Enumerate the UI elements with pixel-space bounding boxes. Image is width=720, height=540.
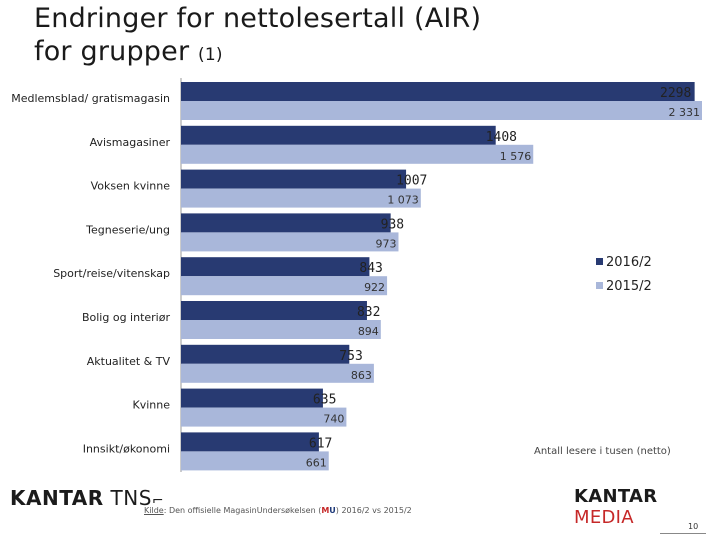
data-label-2016-2: 617 [309,436,332,451]
legend-label-2015-2: 2015/2 [606,279,652,294]
category-label: Tegneserie/ung [85,223,170,236]
chart-annotation: Antall lesere i tusen (netto) [534,446,671,457]
source-note: Kilde: Den offisielle MagasinUndersøkels… [144,506,412,515]
data-label-2016-2: 2298 [660,86,691,101]
bar-2015-2 [181,320,381,339]
bar-2016-2 [181,213,391,233]
data-label-2016-2: 1007 [396,174,427,189]
data-label-2016-2: 753 [339,349,362,364]
legend-swatch-2016-2 [596,258,603,265]
category-label: Voksen kvinne [91,180,171,193]
data-label-2015-2: 1 576 [500,150,532,163]
legend-label-2016-2: 2016/2 [606,255,652,270]
data-label-2016-2: 1408 [486,130,517,145]
bar-2016-2 [181,257,370,277]
kantar-media-logo: KANTAR MEDIA [574,486,658,528]
data-label-2016-2: 832 [357,305,380,320]
data-label-2015-2: 894 [358,325,379,338]
category-label: Medlemsblad/ gratismagasin [11,92,170,105]
title-line-1: Endringer for nettolesertall (AIR) [34,3,482,34]
data-label-2016-2: 635 [313,393,336,408]
bar-2015-2 [181,363,374,383]
bar-2016-2 [181,432,319,452]
category-label: Bolig og interiør [82,311,170,324]
data-label-2016-2: 938 [381,217,404,232]
bar-chart: Medlemsblad/ gratismagasin 2298 2 331 Avism… [11,78,702,472]
title-suffix: (1) [198,45,223,65]
bar-2015-2 [181,101,702,120]
category-label: Avismagasiner [90,136,171,149]
page-number-divider [660,533,706,534]
data-label-2015-2: 2 331 [669,106,701,119]
category-label: Aktualitet & TV [87,355,171,368]
data-label-2015-2: 973 [375,237,396,250]
bar-2015-2 [181,232,399,252]
bar-2015-2 [181,276,388,296]
data-label-2016-2: 843 [359,261,382,276]
page-number: 10 [688,522,699,531]
bar-2016-2 [181,301,367,320]
category-label: Sport/reise/vitenskap [53,267,170,280]
category-label: Innsikt/økonomi [83,442,170,455]
category-label: Kvinne [133,399,171,412]
bar-2016-2 [181,82,695,101]
bar-2015-2 [181,144,534,164]
data-label-2015-2: 863 [351,369,372,382]
bar-2016-2 [181,388,323,408]
data-label-2015-2: 740 [323,413,344,426]
legend-swatch-2015-2 [596,282,603,289]
bar-2016-2 [181,169,407,189]
bar-2015-2 [181,407,347,427]
bar-2015-2 [181,188,421,208]
data-label-2015-2: 1 073 [387,194,419,207]
bar-2016-2 [181,125,496,145]
data-label-2015-2: 922 [364,281,385,294]
data-label-2015-2: 661 [306,456,327,469]
page-title: Endringer for nettolesertall (AIR) for g… [34,2,481,72]
title-line-2: for grupper [34,36,190,67]
source-label: Kilde [144,506,164,515]
kantar-tns-logo: KANTAR TNS⌐ [10,486,165,510]
bar-2015-2 [181,451,329,471]
bar-2016-2 [181,344,350,364]
